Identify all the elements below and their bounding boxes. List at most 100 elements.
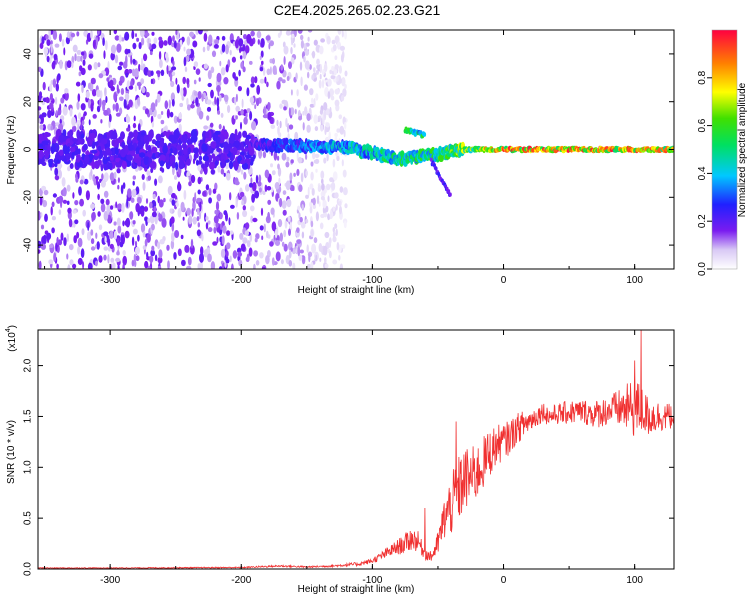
- spectrogram-noise-cell: [305, 42, 310, 47]
- spectrogram-noise-cell: [105, 198, 110, 206]
- spectrogram-noise-cell: [301, 204, 304, 210]
- spectrogram-noise-cell: [195, 68, 201, 75]
- spectrogram-noise-cell: [262, 190, 266, 196]
- spectrogram-noise-cell: [127, 49, 131, 54]
- spectrogram-noise-cell: [57, 239, 63, 246]
- spectrogram-noise-cell: [309, 206, 313, 214]
- spectrogram-noise-cell: [71, 61, 74, 69]
- spectrogram-noise-cell: [122, 263, 125, 269]
- spectrogram-noise-cell: [272, 65, 277, 75]
- spectrogram-noise-cell: [332, 259, 338, 265]
- spectrogram-noise-cell: [109, 172, 115, 182]
- spectrogram-noise-cell: [90, 203, 96, 210]
- spectrogram-noise-cell: [39, 196, 43, 206]
- spectrogram-noise-cell: [100, 180, 106, 188]
- spectrogram-noise-cell: [190, 238, 194, 249]
- spectrogram-noise-cell: [82, 261, 85, 269]
- spectrogram-noise-cell: [254, 104, 257, 110]
- spectrogram-noise-cell: [226, 172, 231, 181]
- spectrogram-noise-cell: [80, 67, 86, 76]
- spectrogram-noise-cell: [279, 120, 282, 129]
- spectrogram-noise-cell: [234, 39, 239, 49]
- spectrogram-noise-cell: [151, 121, 155, 128]
- spectrogram-noise-cell: [307, 30, 313, 33]
- spectrogram-noise-cell: [335, 228, 338, 237]
- spectrogram-noise-cell: [62, 199, 68, 204]
- spectrogram-noise-cell: [203, 249, 209, 258]
- spectrogram-noise-cell: [147, 38, 150, 49]
- spectrogram-noise-cell: [203, 63, 208, 70]
- spectrogram-noise-cell: [327, 91, 331, 100]
- spectrogram-noise-cell: [96, 241, 100, 250]
- spectrogram-noise-cell: [167, 260, 170, 269]
- spectrogram-band-cell: [233, 134, 240, 141]
- spectrogram-noise-cell: [319, 222, 324, 230]
- spectrogram-noise-cell: [202, 190, 207, 197]
- spectrogram-noise-cell: [262, 151, 267, 159]
- spectrogram-noise-cell: [117, 177, 120, 183]
- spectrogram-noise-cell: [164, 100, 169, 110]
- spectrogram-noise-cell: [82, 59, 86, 66]
- spectrogram-band-cell: [105, 147, 111, 154]
- spectrogram-noise-cell: [62, 106, 68, 116]
- spectrogram-noise-cell: [303, 84, 308, 91]
- spectrogram-noise-cell: [137, 208, 142, 215]
- spectrogram-noise-cell: [254, 237, 258, 243]
- spectrogram-noise-cell: [117, 65, 123, 71]
- spectrogram-noise-cell: [72, 192, 75, 199]
- spectrogram-noise-cell: [298, 184, 303, 192]
- spectrogram-band-cell: [234, 140, 240, 149]
- spectrogram-noise-cell: [169, 111, 174, 118]
- spectrogram-noise-cell: [192, 40, 198, 48]
- spectrogram-x-tick-label: -300: [100, 275, 120, 286]
- spectrogram-noise-cell: [120, 37, 125, 42]
- spectrogram-noise-cell: [223, 210, 228, 216]
- spectrogram-noise-cell: [328, 131, 331, 140]
- spectrogram-band-cell: [62, 129, 67, 138]
- spectrogram-noise-cell: [242, 205, 246, 211]
- spectrogram-noise-cell: [306, 124, 311, 133]
- spectrogram-noise-cell: [125, 72, 129, 78]
- spectrogram-noise-cell: [150, 70, 154, 76]
- spectrogram-noise-cell: [142, 181, 146, 191]
- spectrogram-noise-cell: [288, 228, 291, 236]
- spectrogram-band-cell: [165, 153, 170, 163]
- spectrogram-noise-cell: [141, 57, 143, 67]
- spectrogram-noise-cell: [150, 167, 154, 174]
- spectrogram-noise-cell: [115, 102, 119, 113]
- spectrogram-noise-cell: [344, 70, 348, 77]
- spectrogram-noise-cell: [242, 66, 246, 73]
- spectrogram-noise-cell: [109, 230, 114, 239]
- spectrogram-noise-cell: [111, 262, 116, 269]
- spectrogram-noise-cell: [329, 210, 334, 220]
- spectrogram-noise-cell: [81, 228, 85, 236]
- spectrogram-band-cell: [151, 139, 157, 145]
- spectrogram-noise-cell: [313, 98, 316, 108]
- spectrogram-noise-cell: [269, 241, 274, 247]
- spectrogram-noise-cell: [228, 217, 231, 226]
- spectrogram-noise-cell: [225, 258, 230, 264]
- spectrogram-noise-cell: [338, 200, 342, 207]
- spectrogram-noise-cell: [274, 228, 278, 239]
- spectrogram-noise-cell: [339, 186, 344, 193]
- spectrogram-noise-cell: [137, 234, 140, 242]
- spectrogram-noise-cell: [248, 247, 253, 257]
- spectrogram-noise-cell: [264, 184, 268, 192]
- spectrogram-band-cell: [54, 161, 58, 168]
- spectrogram-noise-cell: [88, 53, 94, 59]
- spectrogram-noise-cell: [58, 195, 64, 204]
- spectrogram-noise-cell: [165, 52, 169, 60]
- spectrogram-noise-cell: [234, 96, 237, 106]
- spectrogram-noise-cell: [137, 196, 142, 204]
- spectrogram-noise-cell: [90, 238, 95, 245]
- spectrogram-noise-cell: [216, 193, 222, 202]
- spectrogram-noise-cell: [83, 178, 89, 185]
- spectrogram-noise-cell: [307, 36, 310, 42]
- spectrogram-noise-cell: [208, 197, 213, 204]
- spectrogram-noise-cell: [271, 257, 275, 266]
- spectrogram-noise-cell: [334, 132, 338, 138]
- spectrogram-noise-cell: [281, 79, 286, 84]
- spectrogram-noise-cell: [277, 155, 280, 161]
- snr-y-tick-label: 1.0: [23, 460, 34, 474]
- spectrogram-noise-cell: [263, 223, 266, 233]
